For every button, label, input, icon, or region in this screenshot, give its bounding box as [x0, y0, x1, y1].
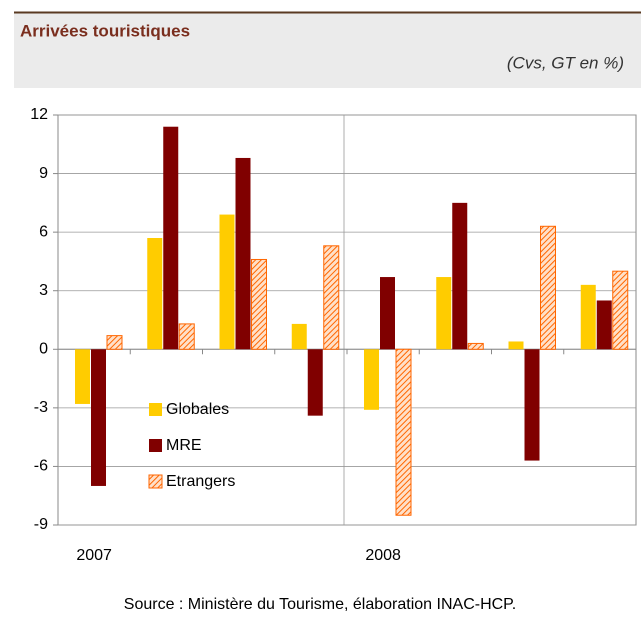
bar: [508, 341, 524, 350]
bar: [251, 258, 267, 350]
bar: [323, 245, 340, 350]
bar: [307, 349, 323, 416]
y-tick-label: 9: [39, 165, 48, 182]
bar: [467, 342, 484, 350]
y-tick-label: -9: [34, 516, 48, 533]
y-tick-label: 12: [30, 106, 48, 123]
y-tick-label: 3: [39, 282, 48, 299]
legend-label: MRE: [166, 437, 202, 454]
bar: [524, 349, 540, 461]
legend-swatch: [149, 439, 162, 452]
x-tick-label: 2007: [76, 547, 112, 564]
chart-subtitle: (Cvs, GT en %): [507, 53, 624, 72]
bar: [91, 349, 106, 486]
bar: [235, 157, 251, 350]
x-tick-label: 2008: [365, 547, 401, 564]
bar: [436, 277, 452, 350]
bar: [380, 277, 395, 350]
bar: [395, 348, 412, 516]
bar: [147, 238, 163, 350]
y-tick-label: -3: [34, 399, 48, 416]
legend-label: Etrangers: [166, 473, 235, 490]
y-tick-label: 0: [39, 341, 48, 358]
y-tick-label: -6: [34, 458, 48, 475]
chart-title: Arrivées touristiques: [20, 21, 190, 40]
bar: [596, 300, 612, 350]
bar: [291, 323, 307, 350]
legend-swatch: [148, 474, 163, 489]
bar: [219, 214, 235, 350]
bar: [75, 349, 90, 404]
bar: [364, 349, 379, 410]
bar: [452, 202, 468, 350]
legend-swatch: [149, 403, 162, 416]
source-note: Source : Ministère du Tourisme, élaborat…: [124, 596, 516, 613]
bar: [163, 126, 179, 350]
bar: [178, 323, 195, 350]
bar: [106, 335, 123, 350]
bar: [540, 225, 556, 350]
y-tick-label: 6: [39, 223, 48, 240]
bar: [612, 270, 629, 350]
legend-label: Globales: [166, 401, 229, 418]
header-band: [14, 12, 641, 88]
bar: [580, 284, 596, 350]
